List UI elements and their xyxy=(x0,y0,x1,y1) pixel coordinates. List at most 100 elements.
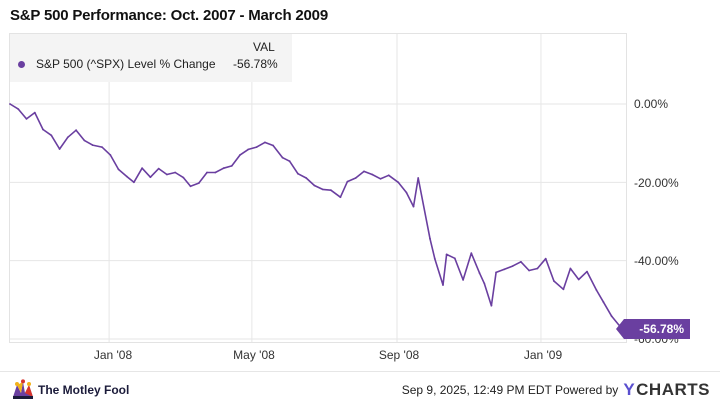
jester-hat-icon xyxy=(13,379,33,399)
data-point xyxy=(577,278,580,281)
data-point xyxy=(553,280,555,282)
data-point xyxy=(17,108,20,110)
data-point xyxy=(610,315,613,318)
data-point xyxy=(478,272,481,275)
data-point xyxy=(149,176,152,179)
data-point xyxy=(562,288,565,291)
data-point xyxy=(197,182,200,185)
data-point xyxy=(397,181,400,184)
data-point xyxy=(569,267,572,270)
data-point xyxy=(166,173,168,176)
y-tick-label: -40.00% xyxy=(634,254,679,268)
data-point xyxy=(247,148,250,151)
x-tick-label: Jan '09 xyxy=(523,348,563,362)
data-point xyxy=(206,171,208,174)
x-tick-label: Jan '08 xyxy=(93,348,133,362)
data-point xyxy=(387,174,390,177)
data-point xyxy=(462,279,464,281)
data-point xyxy=(222,167,225,170)
series-points xyxy=(9,103,621,328)
data-point xyxy=(503,268,506,271)
data-point xyxy=(339,196,342,199)
y-tick-label: 0.00% xyxy=(634,97,669,111)
data-point xyxy=(288,160,291,163)
grid-lines xyxy=(10,34,626,342)
motley-fool-logo[interactable]: The Motley Fool xyxy=(10,379,129,401)
data-point xyxy=(433,257,436,260)
data-point xyxy=(264,141,266,144)
data-point xyxy=(495,271,497,274)
legend-series-name: S&P 500 (^SPX) Level % Change xyxy=(36,57,216,71)
data-point xyxy=(101,146,103,149)
data-point xyxy=(239,154,242,156)
data-point xyxy=(379,177,382,180)
series-line xyxy=(9,103,621,327)
data-point xyxy=(511,265,514,267)
data-point xyxy=(189,185,192,188)
data-point xyxy=(470,252,473,255)
data-point xyxy=(602,301,605,304)
data-point xyxy=(281,156,284,159)
data-point xyxy=(66,136,69,139)
data-point xyxy=(133,181,135,184)
data-point xyxy=(297,172,299,175)
legend-header: VAL xyxy=(253,40,275,54)
data-point xyxy=(429,237,431,240)
ycharts-wordmark: CHARTS xyxy=(636,380,710,399)
data-point xyxy=(346,180,349,183)
y-tick-label: -20.00% xyxy=(634,176,679,190)
x-tick-label: Sep '08 xyxy=(378,348,420,362)
data-point xyxy=(230,165,233,167)
data-point xyxy=(25,118,28,120)
data-point xyxy=(50,134,53,137)
data-point xyxy=(354,177,357,179)
data-point xyxy=(586,270,588,273)
data-point xyxy=(305,177,308,179)
data-point xyxy=(536,267,539,270)
data-point xyxy=(321,188,324,191)
ycharts-y-icon: Y xyxy=(623,380,636,399)
data-point xyxy=(109,154,112,156)
data-point xyxy=(313,184,316,187)
data-point xyxy=(9,103,11,105)
data-point xyxy=(42,128,44,131)
ycharts-logo[interactable]: Y CHARTS xyxy=(623,380,710,400)
data-point xyxy=(272,144,274,147)
data-point xyxy=(528,269,530,272)
timestamp-text: Sep 9, 2025, 12:49 PM EDT Powered by xyxy=(401,383,619,397)
data-point xyxy=(483,282,486,285)
data-point xyxy=(330,189,332,192)
data-point xyxy=(141,167,144,170)
data-point xyxy=(117,168,120,171)
data-point xyxy=(255,146,258,149)
end-value-badge: -56.78% xyxy=(616,319,690,339)
data-point xyxy=(182,176,185,179)
data-point xyxy=(174,171,177,174)
data-point xyxy=(417,177,420,179)
brand-name: The Motley Fool xyxy=(38,383,130,397)
data-point xyxy=(445,253,448,256)
chart-title: S&P 500 Performance: Oct. 2007 - March 2… xyxy=(10,7,328,24)
data-point xyxy=(442,284,444,286)
data-point xyxy=(490,304,493,307)
data-point xyxy=(83,139,86,142)
data-point xyxy=(405,191,408,194)
data-point xyxy=(91,144,94,147)
x-tick-label: May '08 xyxy=(233,348,275,362)
data-point xyxy=(520,260,522,263)
legend-series-marker xyxy=(18,61,25,68)
data-point xyxy=(75,129,77,132)
data-point xyxy=(453,257,456,260)
data-point xyxy=(58,148,61,150)
data-point xyxy=(214,171,217,174)
footer-attribution: Sep 9, 2025, 12:49 PM EDT Powered by Y C… xyxy=(402,379,710,401)
data-point xyxy=(33,111,36,114)
data-point xyxy=(125,175,128,178)
data-point xyxy=(595,289,598,291)
legend-series-value: -56.78% xyxy=(233,57,278,71)
data-point xyxy=(412,205,415,208)
footer-divider xyxy=(0,371,720,372)
data-point xyxy=(371,173,374,176)
data-point xyxy=(363,170,365,173)
